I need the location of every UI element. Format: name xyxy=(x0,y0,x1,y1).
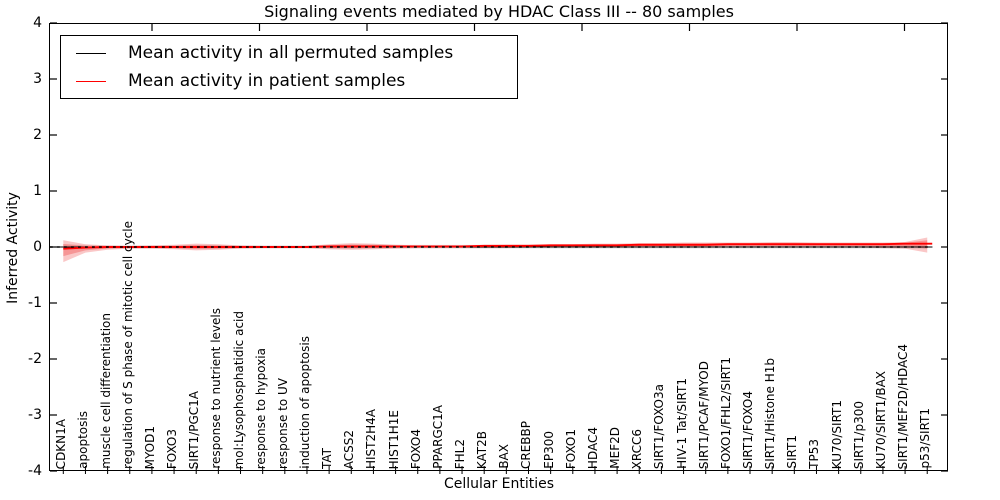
x-tick-label: PPARGC1A xyxy=(430,405,445,469)
x-tick-label: regulation of S phase of mitotic cell cy… xyxy=(120,221,135,469)
legend-box: Mean activity in all permuted samples Me… xyxy=(60,35,518,99)
x-tick-label: SIRT1/FOXO4 xyxy=(741,391,755,469)
y-tick-label: -2 xyxy=(28,351,42,367)
chart-title: Signaling events mediated by HDAC Class … xyxy=(264,2,734,21)
legend-line-permuted-samples xyxy=(76,52,106,54)
x-tick-label: SIRT1 xyxy=(785,435,800,469)
x-tick-label: SIRT1/PCAF/MYOD xyxy=(696,360,711,469)
legend-label-permuted-samples: Mean activity in all permuted samples xyxy=(128,43,454,63)
x-tick-label: MEF2D xyxy=(608,427,623,469)
x-tick-label: p53/SIRT1 xyxy=(918,408,933,469)
x-tick-label: BAX xyxy=(497,444,512,469)
x-tick-label: TAT xyxy=(320,447,335,469)
y-tick-label: 1 xyxy=(33,183,42,199)
x-tick-label: KU70/SIRT1/BAX xyxy=(873,371,888,469)
legend-line-patient-samples xyxy=(76,80,106,82)
y-tick-label: 3 xyxy=(33,71,42,87)
x-tick-label: apoptosis xyxy=(76,411,91,469)
x-tick-label: response to hypoxia xyxy=(253,347,268,469)
x-tick-label: SIRT1/p300 xyxy=(851,400,866,469)
x-tick-label: HIV-1 Tat/SIRT1 xyxy=(674,378,689,469)
x-tick-label: EP300 xyxy=(541,431,556,469)
patient-mean-line xyxy=(63,242,933,250)
y-tick-label: 0 xyxy=(33,239,42,255)
x-tick-label: FOXO3 xyxy=(165,428,180,469)
legend-entry-permuted: Mean activity in all permuted samples xyxy=(61,40,453,66)
x-tick-label: HIST2H4A xyxy=(364,408,379,469)
x-tick-label: mol:Lysophosphatidic acid xyxy=(231,310,246,469)
x-tick-label: FOXO1/FHL2/SIRT1 xyxy=(718,356,733,469)
x-tick-label: SIRT1/FOXO3a xyxy=(652,383,667,469)
y-tick-label: 2 xyxy=(33,127,42,143)
x-tick-label: ACSS2 xyxy=(342,429,357,469)
x-tick-label: TP53 xyxy=(807,439,822,469)
x-axis-label: Cellular Entities xyxy=(443,476,555,492)
x-tick-label: HDAC4 xyxy=(585,426,600,469)
patient-spread-band-outer xyxy=(63,237,928,263)
x-tick-label: CREBBP xyxy=(519,421,534,469)
x-tick-label: response to nutrient levels xyxy=(209,308,224,469)
x-tick-label: FOXO4 xyxy=(408,428,423,469)
x-tick-label: KU70/SIRT1 xyxy=(829,399,844,469)
x-tick-label: response to UV xyxy=(275,377,290,469)
x-tick-label: XRCC6 xyxy=(630,428,645,469)
x-tick-label: FHL2 xyxy=(453,438,468,469)
y-tick-label: -4 xyxy=(28,463,42,479)
x-tick-label: CDKN1A xyxy=(54,418,69,469)
x-tick-label: muscle cell differentiation xyxy=(98,313,113,469)
x-tick-label: MYOD1 xyxy=(142,425,157,469)
x-tick-label: SIRT1/PGC1A xyxy=(187,390,202,469)
x-tick-label: KAT2B xyxy=(475,430,490,469)
x-tick-label: FOXO1 xyxy=(563,428,578,469)
x-tick-label: induction of apoptosis xyxy=(297,336,312,469)
y-tick-label: 4 xyxy=(33,15,42,31)
x-tick-label: SIRT1/MEF2D/HDAC4 xyxy=(896,343,911,469)
x-tick-label: HIST1H1E xyxy=(386,409,401,469)
y-tick-label: -1 xyxy=(28,295,42,311)
legend-entry-patient: Mean activity in patient samples xyxy=(61,68,405,94)
x-tick-label: SIRT1/Histone H1b xyxy=(763,357,778,469)
legend-label-patient-samples: Mean activity in patient samples xyxy=(128,71,406,91)
y-tick-label: -3 xyxy=(28,407,42,423)
